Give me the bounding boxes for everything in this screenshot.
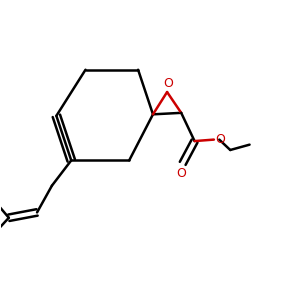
Text: O: O bbox=[176, 167, 186, 180]
Text: O: O bbox=[215, 133, 225, 146]
Text: O: O bbox=[164, 77, 173, 90]
